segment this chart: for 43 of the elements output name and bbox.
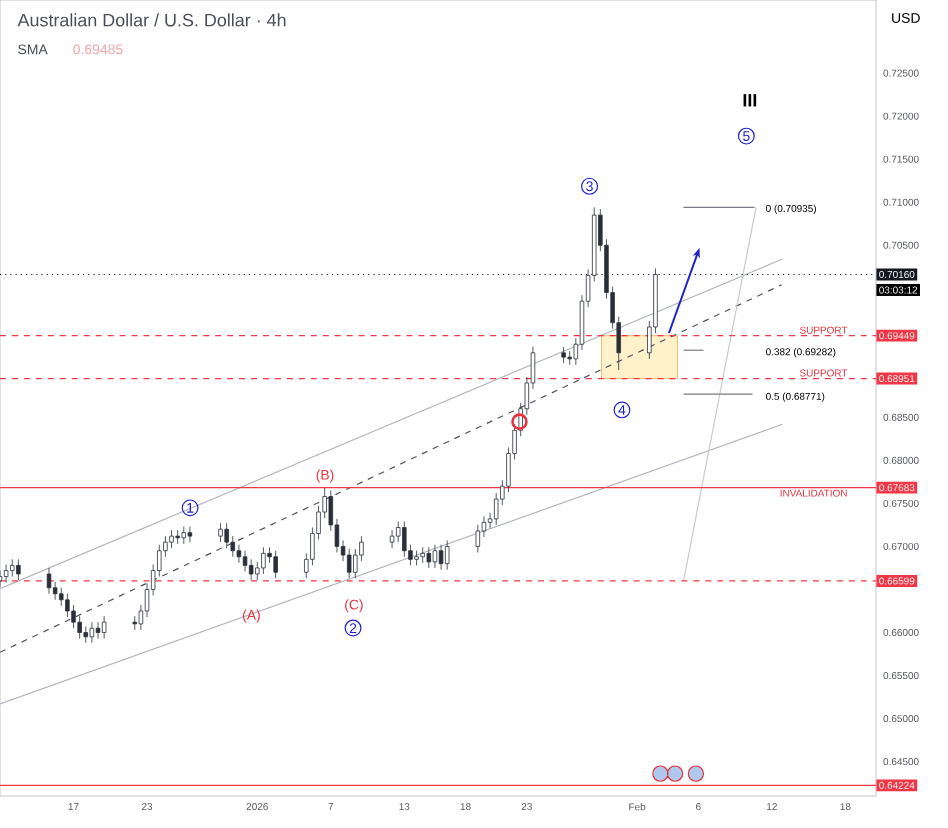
candlestick: [101, 615, 107, 639]
candlestick: [89, 621, 95, 644]
candlestick: [59, 587, 64, 607]
candlestick: [65, 593, 70, 618]
candlestick: [10, 558, 15, 577]
candlestick: [346, 548, 352, 579]
candlestick: [255, 561, 260, 581]
candlestick: [353, 548, 358, 579]
candlestick: [242, 550, 248, 572]
candlestick: [414, 550, 419, 566]
candlestick: [71, 604, 76, 629]
candlestick: [175, 529, 180, 545]
candlestick: [389, 529, 395, 549]
candlestick: [438, 544, 444, 571]
candlestick: [16, 558, 21, 581]
candlestick: [395, 521, 401, 543]
candlestick: [181, 526, 187, 545]
candlestick: [248, 558, 254, 581]
candlestick: [187, 526, 193, 543]
candlestick: [169, 529, 174, 549]
candlestick: [561, 346, 566, 364]
candlestick: [95, 621, 101, 639]
candlestick: [432, 544, 438, 569]
candlestick: [420, 546, 425, 564]
candlestick: [567, 350, 572, 366]
candlestick: [493, 492, 499, 526]
candlestick: [3, 564, 9, 583]
candlestick: [236, 544, 242, 564]
candlestick: [261, 546, 266, 575]
annotation: III: [743, 94, 757, 107]
candlestick: [426, 546, 432, 569]
candlestick: [444, 540, 450, 571]
candlestick: [218, 522, 223, 543]
candlestick: [77, 615, 82, 639]
text: Australian Dollar / U.S. Dollar · 4h: [17, 13, 286, 27]
candlestick: [83, 626, 88, 644]
candlestick: [52, 581, 58, 601]
candlestick: [402, 521, 407, 558]
candlestick: [230, 535, 236, 558]
candlestick: [475, 524, 481, 553]
candlestick: [132, 615, 138, 631]
candlestick: [273, 550, 278, 579]
candlestick: [224, 522, 229, 549]
